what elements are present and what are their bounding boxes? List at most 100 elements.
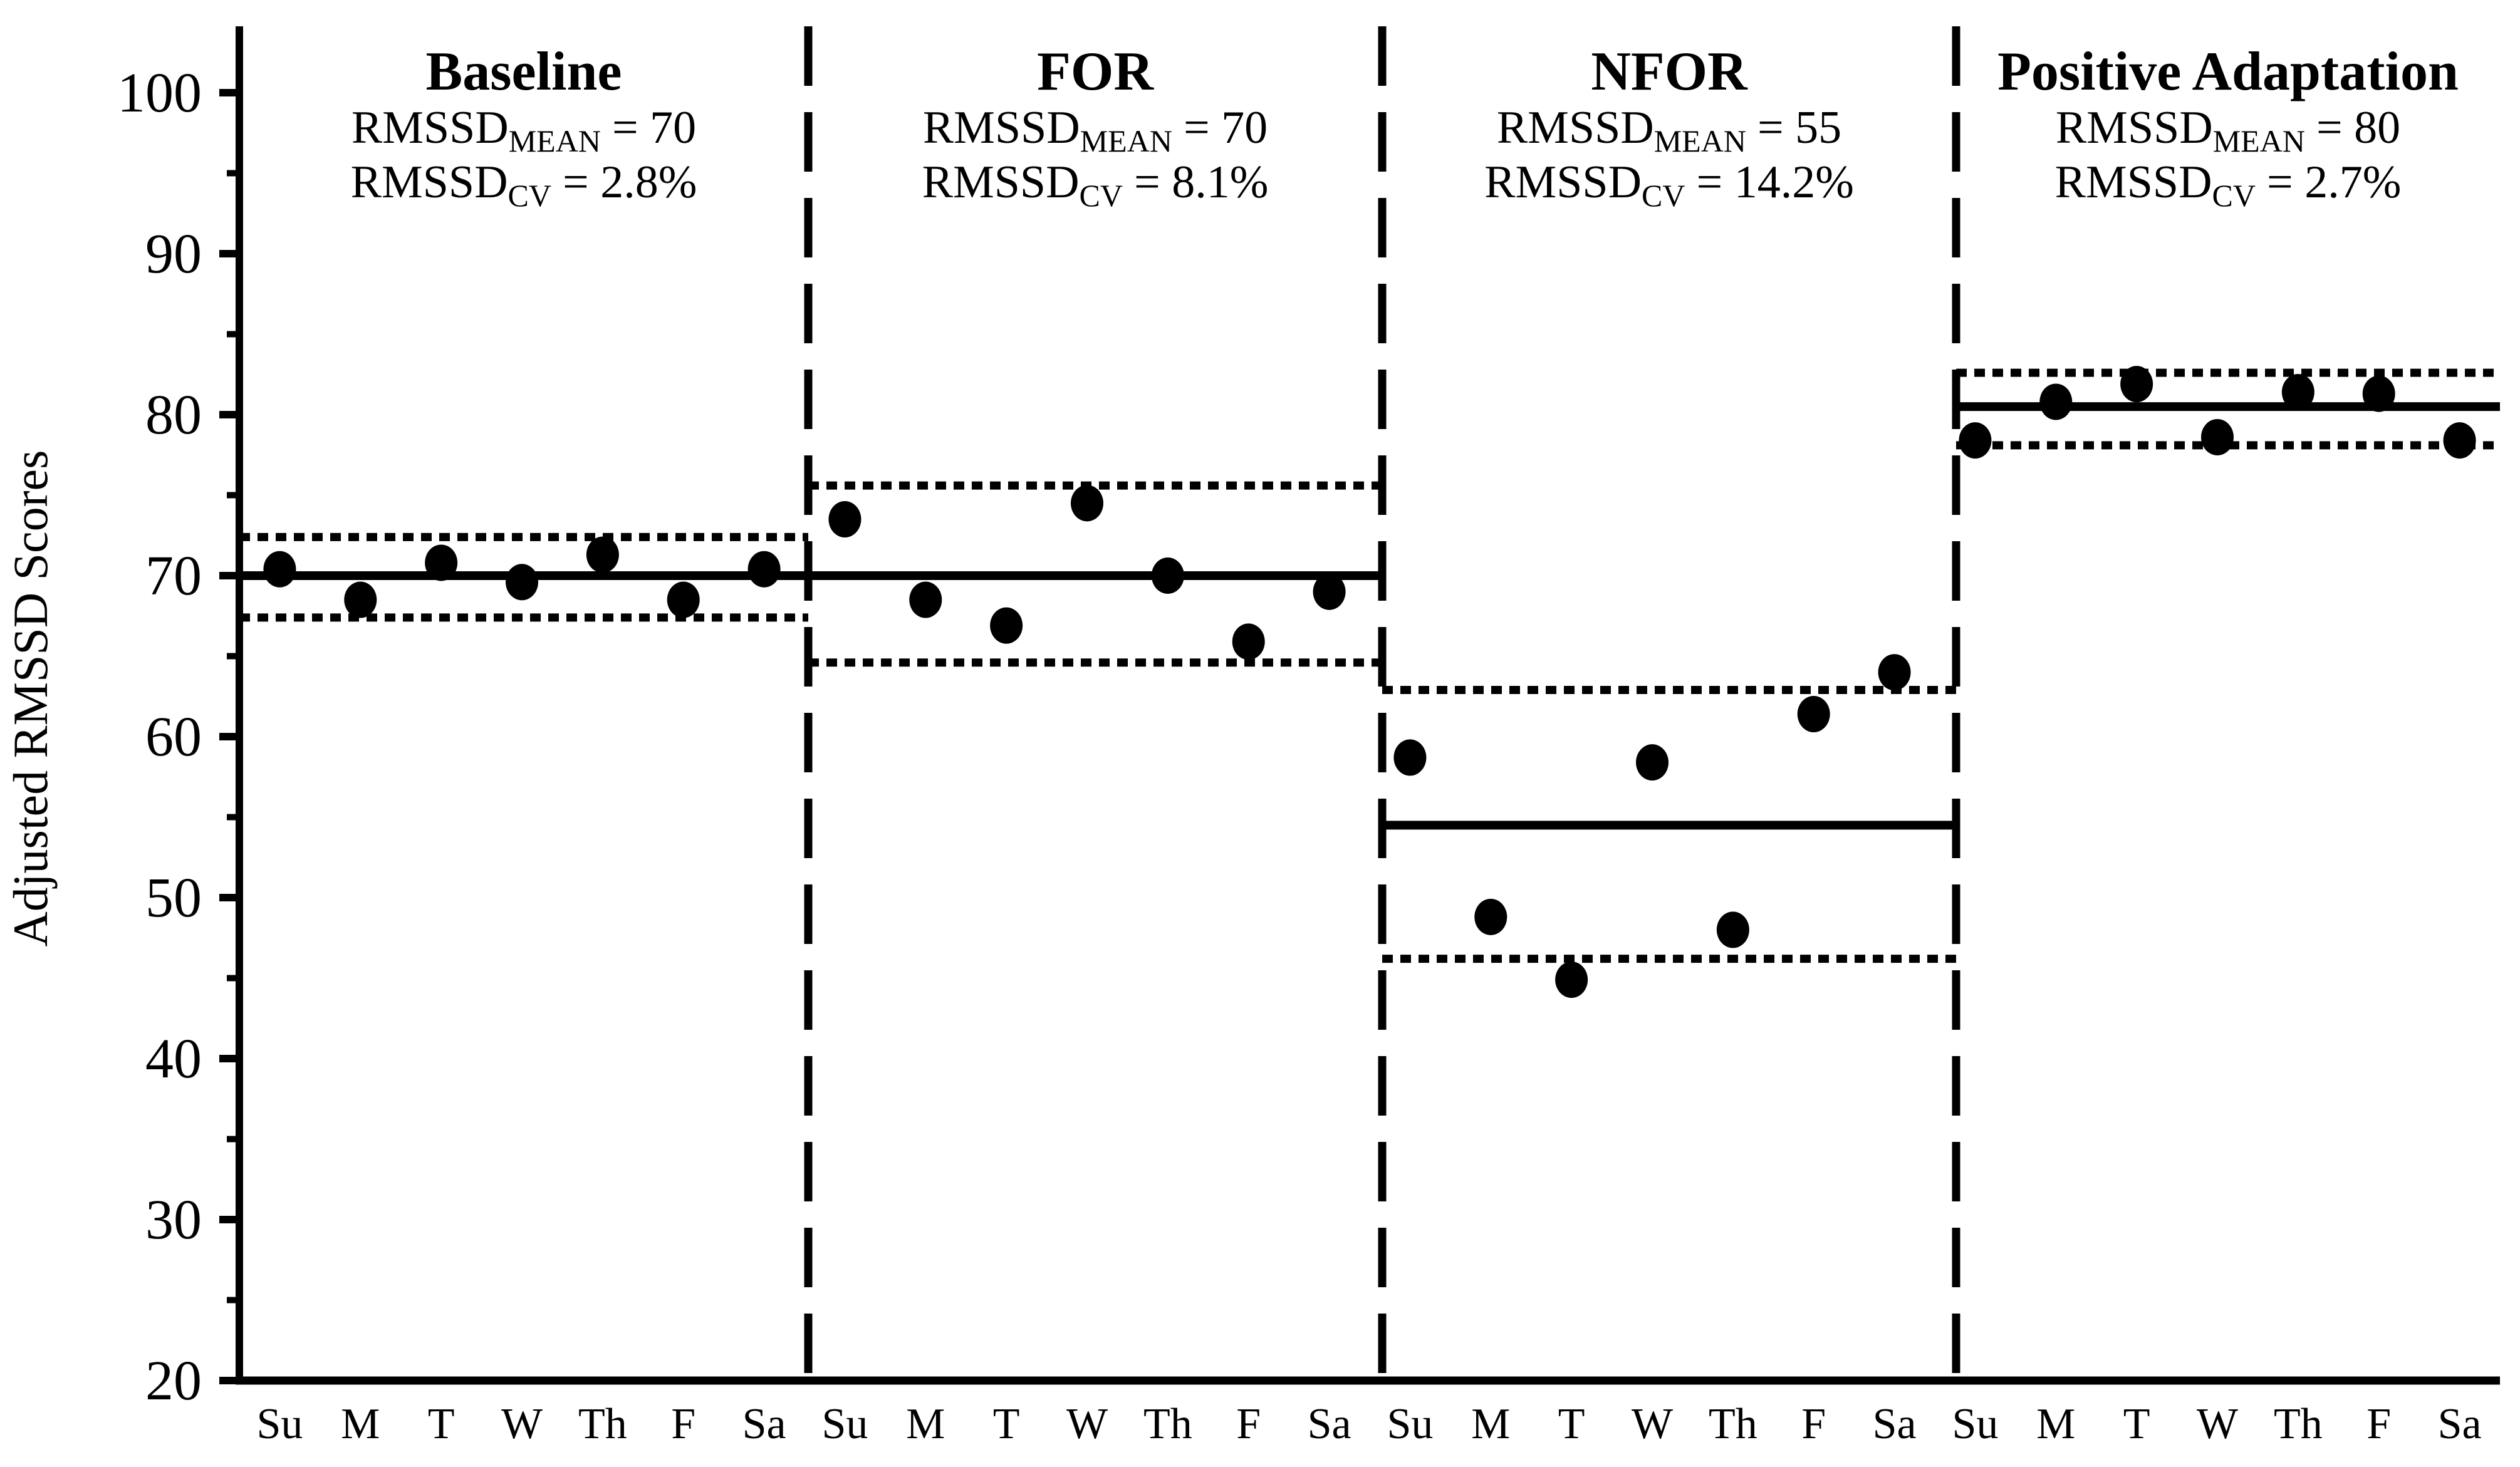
stat-subscript: CV — [508, 178, 551, 213]
data-point-m — [909, 581, 942, 618]
data-point-su — [1959, 422, 1992, 459]
x-day-label: Su — [256, 1400, 303, 1448]
x-day-label: Su — [1952, 1400, 1998, 1448]
data-point-su — [828, 501, 862, 538]
stat-value: = 2.7% — [2267, 157, 2401, 208]
stat-subscript: CV — [2212, 178, 2256, 213]
x-day-label: Sa — [1873, 1400, 1917, 1448]
data-point-th — [1716, 911, 1749, 948]
rmssd-mean-stat: RMSSDMEAN = 70 — [923, 102, 1268, 158]
data-point-th — [586, 536, 619, 573]
data-point-su — [1393, 739, 1427, 776]
data-point-su — [263, 551, 296, 588]
data-point-t — [1555, 962, 1588, 998]
y-tick-label: 30 — [145, 1189, 202, 1251]
stat-value: = 70 — [1184, 102, 1268, 153]
stat-base: RMSSD — [1484, 157, 1642, 208]
rmssd-cv-stat: RMSSDCV = 8.1% — [922, 157, 1269, 213]
data-point-t — [990, 607, 1023, 644]
panel-title: Baseline — [426, 41, 622, 102]
x-day-label: F — [671, 1400, 695, 1448]
x-day-label: W — [1632, 1400, 1673, 1448]
stat-subscript: MEAN — [2213, 123, 2305, 158]
data-point-sa — [1878, 654, 1911, 691]
stat-base: RMSSD — [2056, 102, 2213, 153]
data-point-f — [1797, 696, 1830, 733]
stat-base: RMSSD — [351, 157, 508, 208]
rmssd-mean-stat: RMSSDMEAN = 55 — [1497, 102, 1841, 158]
x-day-label: W — [501, 1400, 543, 1448]
rmssd-cv-stat: RMSSDCV = 2.8% — [351, 157, 697, 213]
data-point-sa — [747, 551, 781, 588]
data-point-m — [344, 581, 377, 618]
y-tick-label: 100 — [117, 62, 202, 124]
data-point-sa — [2443, 422, 2476, 459]
rmssd-mean-stat: RMSSDMEAN = 80 — [2056, 102, 2400, 158]
x-day-label: F — [2366, 1400, 2391, 1448]
data-point-f — [2362, 375, 2395, 412]
stat-value: = 8.1% — [1134, 157, 1268, 208]
y-tick-label: 90 — [145, 223, 202, 285]
x-day-label: W — [1066, 1400, 1108, 1448]
y-tick-label: 40 — [145, 1028, 202, 1090]
stat-value: = 14.2% — [1696, 157, 1853, 208]
x-day-label: F — [1236, 1400, 1261, 1448]
stat-subscript: MEAN — [1654, 123, 1746, 158]
stat-value: = 2.8% — [563, 157, 697, 208]
stat-value: = 55 — [1757, 102, 1841, 153]
panel-title: NFOR — [1591, 41, 1748, 102]
panel-title: Positive Adaptation — [1997, 41, 2459, 102]
data-point-sa — [1313, 573, 1346, 610]
x-day-label: Th — [578, 1400, 627, 1448]
stat-base: RMSSD — [1497, 102, 1654, 153]
data-point-t — [425, 544, 458, 581]
data-point-w — [1636, 744, 1669, 781]
y-axis-title: Adjusted RMSSD Scores — [3, 450, 58, 946]
x-day-label: Sa — [1308, 1400, 1351, 1448]
y-tick-label: 70 — [145, 545, 202, 607]
panel-title: FOR — [1037, 41, 1154, 102]
x-day-label: T — [1558, 1400, 1585, 1448]
x-day-label: Sa — [742, 1400, 786, 1448]
x-day-label: M — [1471, 1400, 1510, 1448]
stat-subscript: MEAN — [509, 123, 601, 158]
stat-subscript: CV — [1080, 178, 1123, 213]
x-day-label: T — [428, 1400, 455, 1448]
stat-base: RMSSD — [351, 102, 509, 153]
x-day-label: Su — [1387, 1400, 1433, 1448]
x-day-label: T — [993, 1400, 1020, 1448]
stat-base: RMSSD — [922, 157, 1080, 208]
y-tick-label: 20 — [145, 1350, 202, 1412]
stat-value: = 70 — [612, 102, 696, 153]
x-day-label: M — [906, 1400, 945, 1448]
y-tick-label: 60 — [145, 706, 202, 768]
rmssd-mean-stat: RMSSDMEAN = 70 — [351, 102, 696, 158]
x-day-label: Th — [2274, 1400, 2323, 1448]
data-point-w — [2201, 418, 2234, 455]
data-point-m — [1474, 898, 1507, 935]
data-point-t — [2120, 366, 2153, 403]
rmssd-cv-stat: RMSSDCV = 2.7% — [2055, 157, 2402, 213]
x-day-label: M — [341, 1400, 380, 1448]
y-tick-label: 80 — [145, 384, 202, 446]
data-point-w — [1071, 485, 1103, 522]
x-day-label: Su — [821, 1400, 868, 1448]
stat-subscript: CV — [1642, 178, 1685, 213]
x-day-label: Th — [1143, 1400, 1192, 1448]
data-point-w — [506, 564, 538, 601]
rmssd-cv-stat: RMSSDCV = 14.2% — [1484, 157, 1854, 213]
stat-subscript: MEAN — [1080, 123, 1172, 158]
stat-value: = 80 — [2316, 102, 2400, 153]
data-point-th — [1151, 557, 1184, 594]
data-point-m — [2039, 383, 2073, 420]
stat-base: RMSSD — [923, 102, 1080, 153]
x-day-label: F — [1801, 1400, 1826, 1448]
x-day-label: Sa — [2438, 1400, 2482, 1448]
y-tick-label: 50 — [145, 867, 202, 929]
